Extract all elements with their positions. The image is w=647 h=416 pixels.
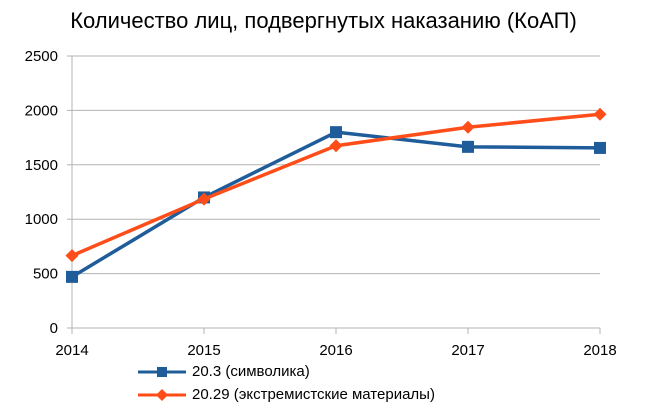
legend-item-1: 20.3 (символика) (138, 360, 435, 383)
series-1-point-0 (66, 270, 78, 283)
y-tick-label-1: 500 (33, 266, 58, 283)
x-tick-label-0: 2014 (55, 342, 88, 359)
series-1-point-4 (594, 141, 606, 154)
chart-title: Количество лиц, подвергнутых наказанию (… (70, 8, 577, 33)
series-lines (65, 107, 607, 283)
series-2-point-1 (197, 192, 211, 206)
series-2-point-2 (329, 139, 343, 153)
legend: 20.3 (символика) 20.29 (экстремистские м… (138, 360, 435, 406)
x-tick-label-3: 2017 (451, 342, 484, 359)
x-tick-label-1: 2015 (187, 342, 220, 359)
legend-label-2: 20.29 (экстремистские материалы) (192, 386, 435, 403)
y-tick-label-0: 0 (50, 320, 58, 337)
legend-swatch-1-icon (138, 366, 186, 377)
axes (67, 55, 601, 334)
legend-label-1: 20.3 (символика) (192, 363, 310, 380)
legend-swatch-2-icon (138, 388, 186, 401)
x-tick-labels: 2014 2015 2016 2017 2018 (55, 342, 616, 359)
y-tick-labels: 0 500 1000 1500 2000 2500 (25, 48, 58, 337)
series-1-point-2 (330, 126, 342, 139)
series-2-point-4 (593, 107, 607, 121)
y-tick-label-5: 2500 (25, 48, 58, 65)
series-2-point-3 (461, 120, 475, 134)
series-2 (65, 107, 607, 263)
y-tick-label-2: 1000 (25, 211, 58, 228)
x-tick-label-4: 2018 (583, 342, 616, 359)
legend-item-2: 20.29 (экстремистские материалы) (138, 383, 435, 406)
x-tick-label-2: 2016 (319, 342, 352, 359)
series-1-line (71, 130, 601, 279)
y-tick-label-3: 1500 (25, 157, 58, 174)
series-2-point-0 (65, 249, 79, 263)
y-tick-label-4: 2000 (25, 102, 58, 119)
series-1-point-3 (462, 140, 474, 153)
gridlines (72, 55, 600, 329)
